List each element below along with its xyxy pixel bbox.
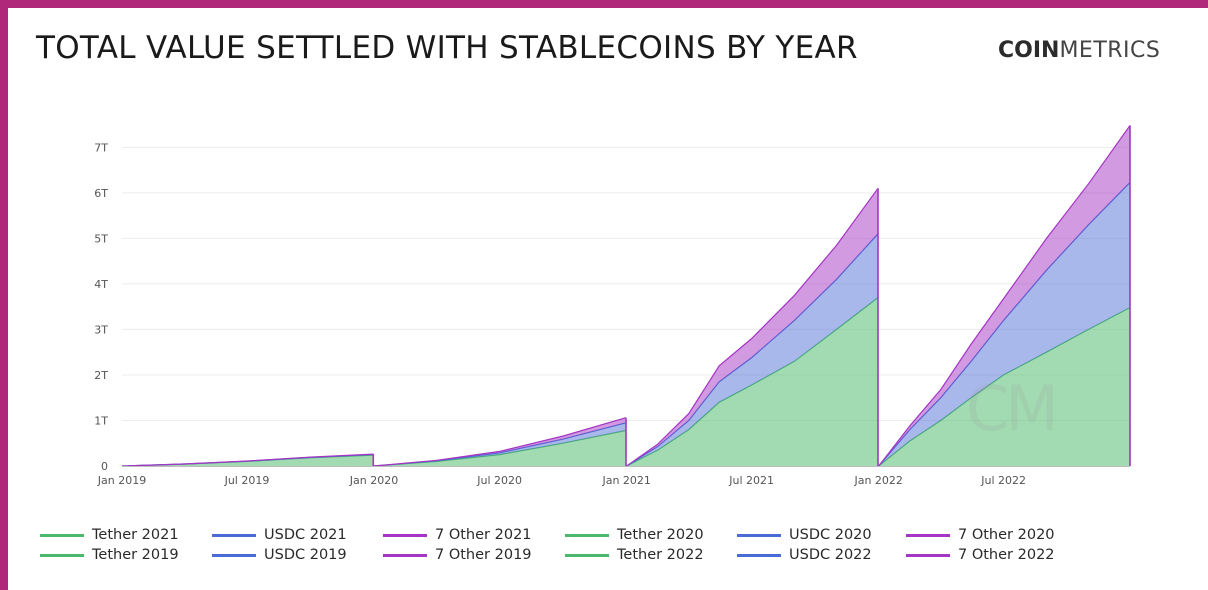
y-tick-label: 2T [94,369,108,382]
x-tick-label: Jan 2020 [349,474,398,487]
line-usdc-2021 [626,233,879,467]
legend-label: 7 Other 2021 [435,527,532,543]
cm-watermark: CM [966,372,1059,445]
legend-item: USDC 2020 [737,526,872,544]
legend-label: USDC 2020 [789,527,872,543]
x-tick-label: Jan 2021 [601,474,650,487]
legend-label: USDC 2022 [789,547,872,563]
legend-swatch [383,553,427,557]
area-tether-2021 [626,297,878,466]
legend-label: 7 Other 2019 [435,547,532,563]
line-tether-2022 [878,307,1131,467]
y-tick-label: 3T [94,323,108,336]
legend-swatch [212,553,256,557]
x-tick-label: Jul 2021 [728,474,774,487]
legend-item: 7 Other 2021 [383,526,532,544]
x-tick-label: Jan 2022 [853,474,902,487]
coinmetrics-logo: COINMETRICS [998,38,1160,63]
logo-light-text: METRICS [1059,38,1161,63]
line-7-other-2022 [878,125,1131,467]
x-tick-label: Jul 2022 [980,474,1026,487]
legend-swatch [737,533,781,537]
legend-swatch [383,533,427,537]
legend-label: Tether 2022 [617,547,704,563]
y-tick-label: 6T [94,187,108,200]
legend-item: Tether 2020 [565,526,704,544]
x-tick-label: Jul 2019 [224,474,270,487]
legend-swatch [737,553,781,557]
legend-item: Tether 2019 [40,546,179,564]
chart-title: TOTAL VALUE SETTLED WITH STABLECOINS BY … [36,30,858,66]
y-tick-label: 4T [94,278,108,291]
area-usdc-2022 [878,182,1130,466]
line-7-other-2020 [373,417,627,467]
legend-swatch [906,533,950,537]
legend-item: Tether 2021 [40,526,179,544]
legend-label: USDC 2019 [264,547,347,563]
legend-swatch [212,533,256,537]
legend-item: 7 Other 2022 [906,546,1055,564]
legend-swatch [40,533,84,537]
x-tick-label: Jul 2020 [476,474,522,487]
legend-label: USDC 2021 [264,527,347,543]
area-tether-2022 [878,307,1130,466]
legend-item: 7 Other 2020 [906,526,1055,544]
legend-swatch [40,553,84,557]
legend-label: 7 Other 2020 [958,527,1055,543]
legend-item: USDC 2019 [212,546,347,564]
legend-swatch [565,553,609,557]
legend-item: USDC 2022 [737,546,872,564]
legend-item: Tether 2022 [565,546,704,564]
legend-label: Tether 2021 [92,527,179,543]
tick-layer: 0 1T 2T 3T 4T 5T 6T 7T Jan 2019 Jul 2019 Jan 2020 J… [94,141,1130,487]
legend-swatch [565,533,609,537]
y-tick-label: 0 [101,460,108,473]
y-tick-label: 1T [94,414,108,427]
logo-bold-text: COIN [998,38,1060,63]
line-tether-2021 [626,297,879,467]
area-layer [121,125,1131,467]
legend-swatch [906,553,950,557]
line-7-other-2021 [626,187,879,467]
legend-label: Tether 2019 [92,547,179,563]
x-tick-label: Jan 2019 [97,474,146,487]
legend-label: 7 Other 2022 [958,547,1055,563]
legend-item: USDC 2021 [212,526,347,544]
y-tick-label: 5T [94,232,108,245]
legend-item: 7 Other 2019 [383,546,532,564]
y-tick-label: 7T [94,141,108,154]
line-7-other-2019 [121,453,374,467]
frame-top-border [0,0,1208,8]
area-tether-2020 [374,430,626,466]
frame-left-border [0,0,8,590]
legend-label: Tether 2020 [617,527,704,543]
